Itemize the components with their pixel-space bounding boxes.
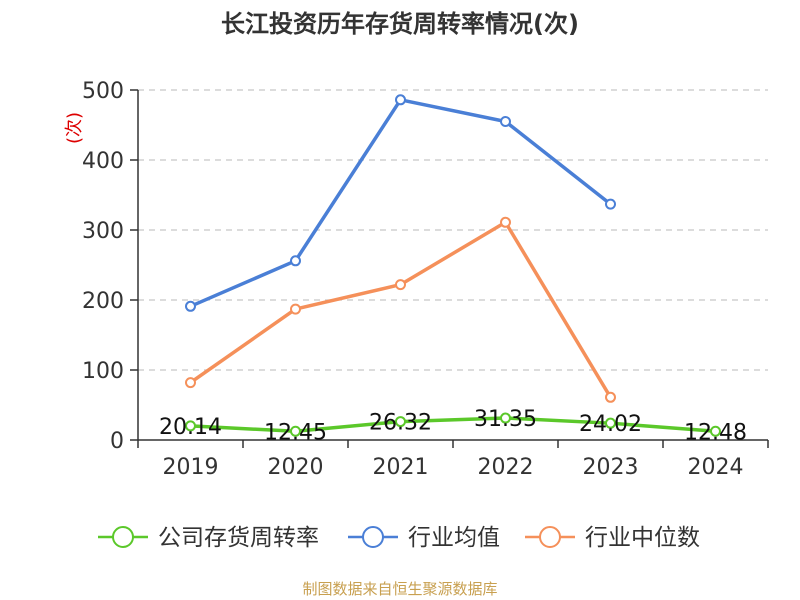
data-point: [500, 412, 511, 424]
data-point: [395, 279, 406, 291]
series-line: [190, 416, 716, 434]
x-tick-label: 2019: [163, 455, 219, 480]
data-point: [605, 198, 616, 210]
y-tick-label: 100: [82, 359, 124, 384]
gridlines: [138, 89, 768, 371]
legend-marker: [362, 526, 384, 548]
x-tick-label: 2024: [688, 455, 744, 480]
legend-marker: [539, 526, 561, 548]
legend-label: 公司存货周转率: [158, 525, 319, 551]
data-labels: 20.14 12.45 26.32 31.35 24.02 12.48: [159, 407, 747, 445]
data-point: [710, 425, 721, 437]
data-point: [500, 216, 511, 228]
x-tick-label: 2023: [583, 455, 639, 480]
data-label: 12.48: [684, 420, 747, 445]
data-point: [185, 300, 196, 312]
data-label: 31.35: [474, 407, 537, 432]
data-point: [500, 116, 511, 127]
legend-marker: [112, 526, 134, 548]
legend: 公司存货周转率 行业均值 行业中位数: [98, 525, 700, 551]
source-note: 制图数据来自恒生聚源数据库: [302, 580, 498, 598]
axes: 0 100 200 300 400 500 2019 2020 2021 2022 2023 2024…: [64, 79, 769, 480]
data-point: [395, 94, 406, 106]
y-tick-label: 200: [82, 289, 124, 314]
data-point: [290, 303, 301, 315]
data-label: 26.32: [369, 411, 432, 436]
x-tick-label: 2021: [373, 455, 429, 480]
data-point: [290, 255, 301, 267]
legend-label: 行业均值: [408, 525, 500, 551]
data-label: 12.45: [264, 420, 327, 445]
data-point: [395, 416, 406, 428]
series-layer: [185, 94, 721, 437]
x-tick-label: 2020: [268, 455, 324, 480]
data-point: [605, 391, 616, 403]
x-tick-label: 2022: [478, 455, 534, 480]
data-point: [185, 377, 196, 389]
y-axis-label: (次): [64, 112, 85, 144]
y-tick-label: 0: [110, 429, 124, 454]
data-label: 20.14: [159, 415, 222, 440]
y-tick-label: 400: [82, 149, 124, 174]
data-label: 24.02: [579, 412, 642, 437]
series-line: [189, 220, 613, 399]
legend-label: 行业中位数: [585, 525, 700, 551]
y-tick-label: 500: [82, 79, 124, 104]
chart-title: 长江投资历年存货周转率情况(次): [221, 10, 579, 38]
data-point: [290, 425, 301, 437]
series-line: [189, 98, 612, 308]
y-tick-label: 300: [82, 219, 124, 244]
data-point: [605, 417, 616, 429]
data-point: [185, 420, 196, 432]
